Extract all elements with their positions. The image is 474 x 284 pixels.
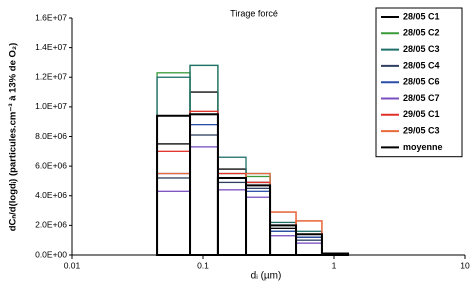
- y-axis-label: dCₙ/d(logdᵢ) (particules.cm⁻³ à 13% de O…: [8, 43, 19, 232]
- y-tick-label: 1.6E+07: [35, 12, 67, 22]
- legend-label: moyenne: [403, 142, 443, 152]
- legend-label: 28/05 C4: [403, 60, 440, 70]
- bar: [189, 110, 219, 256]
- x-tick-label: 1: [332, 260, 337, 270]
- y-tick-label: 1.0E+07: [35, 101, 67, 111]
- x-tick-label: 0.01: [64, 260, 81, 270]
- bar: [156, 177, 191, 256]
- bar: [269, 230, 297, 256]
- bar: [217, 181, 247, 256]
- series: [156, 113, 350, 257]
- bar: [217, 172, 247, 256]
- bar: [189, 91, 219, 256]
- y-tick-label: 2.0E+06: [35, 220, 67, 230]
- legend-label: 29/05 C3: [403, 125, 440, 135]
- bar: [269, 230, 297, 256]
- y-tick-label: 6.0E+06: [35, 160, 67, 170]
- bar: [245, 184, 272, 257]
- bar: [295, 233, 323, 256]
- legend-label: 28/05 C3: [403, 44, 440, 54]
- bar: [189, 64, 219, 256]
- bar: [269, 211, 297, 256]
- bar: [269, 224, 298, 256]
- y-tick-label: 0.0E+00: [35, 249, 67, 259]
- bar: [245, 196, 271, 256]
- chart-title: Tirage forcé: [230, 8, 278, 18]
- bar: [269, 221, 297, 256]
- legend-label: 28/05 C7: [403, 93, 440, 103]
- series: [156, 146, 349, 256]
- bar: [217, 156, 247, 256]
- y-tick-label: 1.4E+07: [35, 42, 67, 52]
- bar: [189, 124, 219, 256]
- bar: [269, 211, 297, 256]
- bar: [156, 76, 191, 256]
- bar: [156, 172, 191, 256]
- series: [156, 64, 349, 256]
- bar: [245, 187, 271, 256]
- bar: [295, 239, 323, 256]
- series: [156, 64, 349, 256]
- bar: [156, 143, 191, 256]
- bar: [295, 220, 323, 256]
- legend-label: 28/05 C2: [403, 28, 440, 38]
- bar: [295, 242, 323, 256]
- y-tick-label: 1.2E+07: [35, 72, 67, 82]
- x-axis-label: dᵢ (µm): [251, 271, 282, 282]
- bar: [269, 235, 297, 256]
- legend-label: 28/05 C6: [403, 77, 440, 87]
- bar: [320, 252, 350, 257]
- bar: [217, 189, 247, 256]
- bar: [156, 150, 191, 256]
- x-tick-label: 10: [460, 260, 470, 270]
- bar: [156, 172, 191, 256]
- y-tick-label: 4.0E+06: [35, 190, 67, 200]
- bar: [156, 72, 191, 256]
- bar: [269, 224, 297, 256]
- bar: [295, 220, 323, 256]
- bar: [189, 134, 219, 256]
- bar: [245, 181, 271, 256]
- y-tick-label: 8.0E+06: [35, 131, 67, 141]
- bar: [245, 190, 271, 256]
- bar: [156, 190, 191, 256]
- bar: [189, 146, 219, 256]
- bar: [245, 181, 271, 256]
- bar: [269, 227, 297, 256]
- bar: [189, 64, 219, 256]
- legend-label: 29/05 C1: [403, 109, 440, 119]
- bar: [217, 172, 247, 256]
- legend-label: 28/05 C1: [403, 11, 440, 21]
- x-tick-label: 0.1: [197, 260, 209, 270]
- bar: [156, 114, 192, 256]
